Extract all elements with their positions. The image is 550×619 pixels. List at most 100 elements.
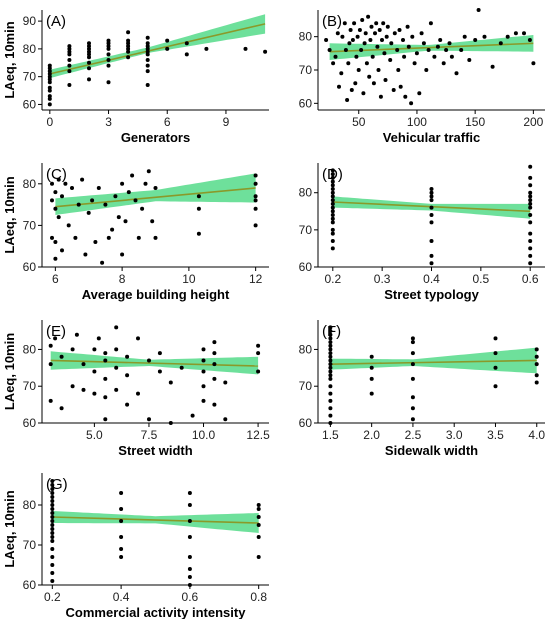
data-point <box>47 63 52 68</box>
data-point <box>136 336 140 341</box>
data-point <box>528 213 533 217</box>
data-point <box>410 395 415 400</box>
y-axis-title: LAeq, 10min <box>2 21 17 98</box>
data-point <box>328 406 333 411</box>
panel-a: 0 3 6 9 60 70 80 90 Generators LAeq, 10min (A) <box>2 10 269 145</box>
data-point <box>357 28 362 32</box>
data-point <box>444 48 449 52</box>
x-tick-label: 100 <box>407 115 427 129</box>
data-point <box>256 515 261 519</box>
data-point <box>256 535 261 539</box>
trend-line <box>52 516 259 524</box>
data-point <box>361 91 366 96</box>
data-point <box>179 365 184 370</box>
data-point <box>196 206 201 211</box>
data-point <box>490 64 495 69</box>
data-point <box>330 187 335 191</box>
data-point <box>401 38 405 42</box>
y-tick-label: 80 <box>299 186 313 200</box>
data-point <box>126 49 131 54</box>
data-point <box>67 46 72 51</box>
data-point <box>50 523 55 527</box>
data-point <box>528 253 533 258</box>
data-point <box>330 227 335 232</box>
data-point <box>328 391 333 396</box>
x-axis-title: Sidewalk width <box>385 443 478 458</box>
data-point <box>349 88 354 92</box>
data-point <box>347 41 352 46</box>
x-tick-label: 0.3 <box>374 272 391 286</box>
data-point <box>384 34 389 39</box>
data-point <box>354 54 359 59</box>
data-point <box>119 507 124 511</box>
data-point <box>50 527 55 531</box>
data-point <box>371 81 376 86</box>
y-tick-label: 70 <box>23 538 37 552</box>
x-tick-label: 0.4 <box>423 272 440 286</box>
data-point <box>374 21 379 26</box>
data-point <box>462 34 467 39</box>
data-point <box>330 205 335 210</box>
data-point <box>345 98 350 102</box>
data-point <box>67 83 72 87</box>
data-point <box>253 194 258 199</box>
data-point <box>87 46 91 51</box>
data-point <box>145 49 150 54</box>
data-point <box>92 369 97 374</box>
data-point <box>410 336 415 341</box>
data-point <box>493 365 498 370</box>
x-tick-label: 200 <box>523 115 543 129</box>
trend-line <box>55 187 256 208</box>
x-tick-label: 0.8 <box>250 590 267 604</box>
data-point <box>106 38 111 43</box>
data-point <box>367 74 372 79</box>
data-point <box>534 362 539 367</box>
data-point <box>187 535 192 539</box>
data-point <box>376 68 381 72</box>
data-point <box>531 61 536 66</box>
data-point <box>47 94 52 99</box>
data-point <box>50 499 55 503</box>
data-point <box>328 358 333 363</box>
data-point <box>342 21 347 26</box>
data-point <box>263 49 268 54</box>
data-point <box>528 175 533 180</box>
data-point <box>47 96 52 101</box>
data-point <box>201 358 206 363</box>
data-point <box>70 347 75 352</box>
data-point <box>56 177 61 182</box>
data-point <box>253 223 258 228</box>
data-point <box>429 253 434 258</box>
x-tick-label: 12 <box>249 272 263 286</box>
data-point <box>328 369 333 374</box>
data-point <box>145 41 150 46</box>
trend-line <box>330 359 537 365</box>
data-point <box>340 34 345 39</box>
data-point <box>330 175 335 180</box>
data-point <box>350 38 355 42</box>
data-point <box>67 44 72 49</box>
data-point <box>47 88 52 93</box>
data-point <box>331 61 336 66</box>
data-point <box>330 201 335 206</box>
data-point <box>87 60 91 65</box>
trend-line <box>50 359 259 367</box>
data-point <box>87 41 91 46</box>
data-point <box>145 69 150 74</box>
data-point <box>410 417 415 422</box>
data-point <box>47 69 52 74</box>
y-tick-label: 70 <box>23 70 37 84</box>
x-tick-label: 7.5 <box>141 428 158 442</box>
data-point <box>333 54 338 59</box>
x-tick-label: 1.5 <box>322 428 339 442</box>
data-point <box>120 252 125 257</box>
data-point <box>190 413 195 418</box>
data-point <box>369 391 374 396</box>
data-point <box>50 563 55 567</box>
data-point <box>429 194 434 199</box>
panel-c: 6 8 10 12 60 70 80 Average building height LAeq,… <box>2 163 269 302</box>
data-point <box>328 329 333 333</box>
x-tick-label: 0.6 <box>182 590 199 604</box>
data-point <box>157 351 162 356</box>
